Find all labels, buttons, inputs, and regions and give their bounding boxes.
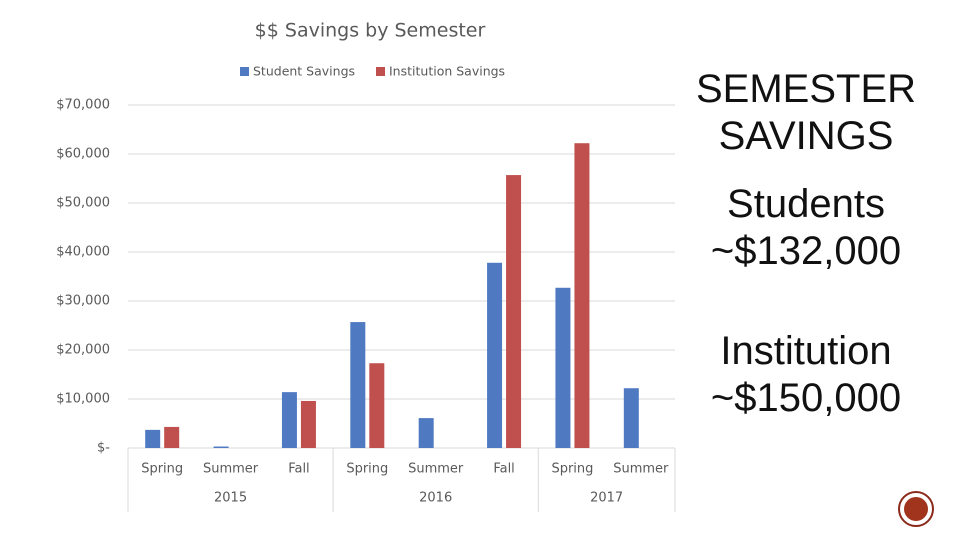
legend-swatch xyxy=(376,67,385,76)
y-tick-label: $10,000 xyxy=(56,392,110,407)
bar xyxy=(281,392,297,448)
item-label: Institution xyxy=(720,329,892,373)
bar xyxy=(418,418,434,448)
legend-swatch xyxy=(240,67,249,76)
bar xyxy=(164,426,180,448)
bar xyxy=(487,262,503,448)
x-tick-label: Spring xyxy=(551,462,593,477)
x-group-label: 2016 xyxy=(419,491,452,506)
y-tick-label: $20,000 xyxy=(56,343,110,358)
x-group-label: 2017 xyxy=(590,491,623,506)
side-heading: SEMESTER SAVINGS xyxy=(680,66,932,160)
y-tick-label: $60,000 xyxy=(56,147,110,162)
bar xyxy=(574,143,590,448)
y-tick-label: $40,000 xyxy=(56,245,110,260)
logo xyxy=(898,491,934,527)
x-tick-label: Spring xyxy=(346,462,388,477)
bar xyxy=(300,400,316,448)
x-tick-label: Summer xyxy=(613,462,669,477)
bar xyxy=(145,429,161,448)
x-tick-label: Summer xyxy=(203,462,259,477)
legend-label: Student Savings xyxy=(253,64,355,79)
item-label: Students xyxy=(727,182,885,226)
item-amount: ~$150,000 xyxy=(710,376,902,420)
bar xyxy=(369,363,385,448)
x-tick-label: Summer xyxy=(408,462,464,477)
y-tick-label: $30,000 xyxy=(56,294,110,309)
students-block: Students ~$132,000 xyxy=(680,181,932,275)
y-tick-label: $70,000 xyxy=(56,98,110,113)
y-tick-label: $- xyxy=(97,441,110,456)
x-tick-label: Spring xyxy=(141,462,183,477)
bar xyxy=(213,446,229,448)
bar xyxy=(506,175,522,448)
x-tick-label: Fall xyxy=(288,462,309,477)
bar xyxy=(555,287,571,448)
heading-line: SEMESTER xyxy=(695,67,917,111)
legend-label: Institution Savings xyxy=(389,64,505,79)
heading-line: SAVINGS xyxy=(718,114,894,158)
bar xyxy=(623,388,639,448)
institution-block: Institution ~$150,000 xyxy=(680,328,932,422)
chart-title: $$ Savings by Semester xyxy=(255,20,486,42)
y-tick-label: $50,000 xyxy=(56,196,110,211)
logo-inner xyxy=(904,497,928,521)
x-tick-label: Fall xyxy=(493,462,514,477)
bar xyxy=(350,322,366,448)
item-amount: ~$132,000 xyxy=(710,229,902,273)
x-group-label: 2015 xyxy=(214,491,247,506)
